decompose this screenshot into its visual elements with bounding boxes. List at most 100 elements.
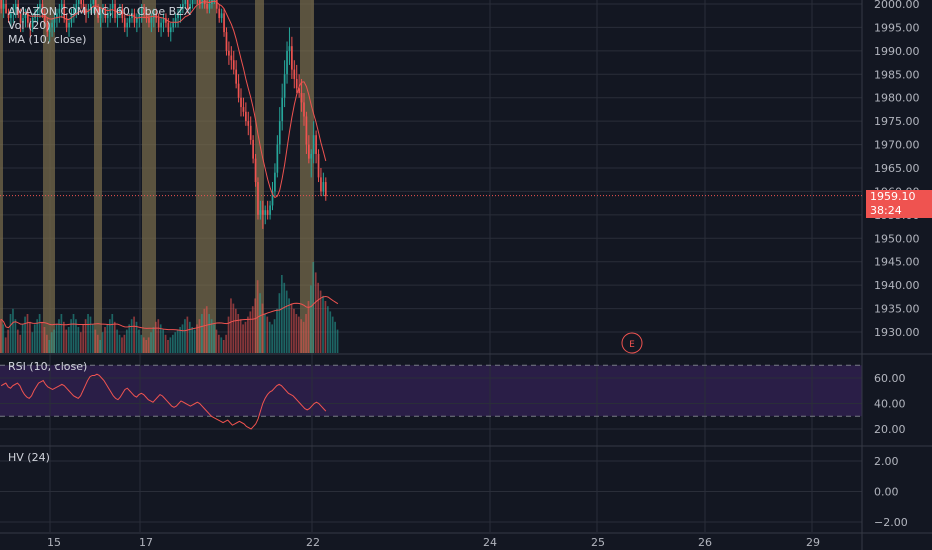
candle-body [63,4,66,19]
candle-body [259,210,262,215]
date-label: 22 [306,536,320,549]
volume-bar [58,319,60,353]
date-label: 26 [698,536,712,549]
volume-bar [150,332,152,353]
candle-body [320,177,322,192]
volume-bar [276,308,278,353]
volume-bar [162,329,164,353]
volume-bar [230,298,232,353]
price-tick-label: 1985.00 [874,68,920,81]
candle-body [310,153,313,159]
candle-body [14,4,17,9]
volume-bar [234,308,237,353]
candle-body [104,8,107,19]
volume-bar [109,319,111,353]
hv-tick-label: 2.00 [874,455,899,468]
volume-bar [307,301,310,353]
price-tick-label: 1990.00 [874,45,920,58]
volume-bar [278,293,281,353]
volume-bar [43,327,46,353]
volume-bar [60,314,63,353]
volume-bar [104,327,106,353]
volume-bar [290,303,293,353]
session-highlight [94,0,102,353]
rsi-line [0,373,327,430]
candle-body [324,182,327,197]
volume-bar [0,319,2,353]
candle-body [208,4,211,9]
volume-bar [55,324,58,353]
candle-body [138,13,141,19]
price-tick-label: 1970.00 [874,139,920,152]
volume-bar [310,285,312,353]
price-tick-label: 1995.00 [874,21,920,34]
candle-body [119,8,121,14]
volume-bar [118,334,121,353]
candles [0,0,327,229]
candle-body [27,13,29,23]
candle-body [228,50,230,56]
candle-body [10,13,12,19]
volume-bar [268,321,271,353]
candle-body [174,18,177,23]
candle-body [109,8,112,14]
candle-body [82,4,85,9]
volume-ma-line [0,295,339,332]
candle-body [269,205,271,215]
volume-bar [322,295,324,353]
candle-body [65,18,68,28]
volume-bar [251,306,254,353]
candle-body [179,8,182,14]
volume-bar [48,340,51,353]
volume-bar [138,329,140,353]
volume-bar [87,314,89,353]
candle-body [155,13,158,19]
volume-bar [133,316,135,353]
volume-bar [220,337,223,353]
volume-bar [16,329,19,353]
candle-body [148,18,150,23]
volume-bar [201,314,203,353]
date-label: 24 [483,536,497,549]
session-highlight [142,0,156,353]
candle-body [291,46,293,70]
volume-bar [334,321,336,353]
volume-bar [237,314,240,353]
volume-bar [218,334,220,353]
volume-bar [314,272,317,353]
volume-bar [157,319,160,353]
candle-body [300,93,303,103]
candle-body [48,27,51,33]
candle-body [274,172,276,192]
candle-body [172,22,175,28]
volume-bar [181,324,184,353]
volume-bar [312,262,315,353]
candle-body [317,153,320,178]
candle-body [283,74,286,98]
volume-bar [12,308,14,353]
volume-bar [319,290,322,353]
volume-bar [26,314,29,353]
candle-body [60,4,63,9]
volume-bar [171,334,174,353]
candle-body [58,8,61,14]
volume-bar [285,290,288,353]
volume-bar [196,324,198,353]
candle-body [143,8,145,14]
candle-body [39,4,41,9]
hv-tick-label: 0.00 [874,486,899,499]
candle-body [75,4,78,9]
volume-bar [147,337,150,353]
volume-bar [280,275,283,353]
candle-body [116,13,119,19]
volume-bar [38,314,41,353]
candle-body [126,22,129,28]
volume-bar [96,334,99,353]
volume-bar [41,321,43,353]
candle-body [182,4,184,9]
volume-bar [2,324,5,353]
candle-body [19,13,22,23]
volume-bar [305,314,307,353]
candle-body [305,116,308,145]
